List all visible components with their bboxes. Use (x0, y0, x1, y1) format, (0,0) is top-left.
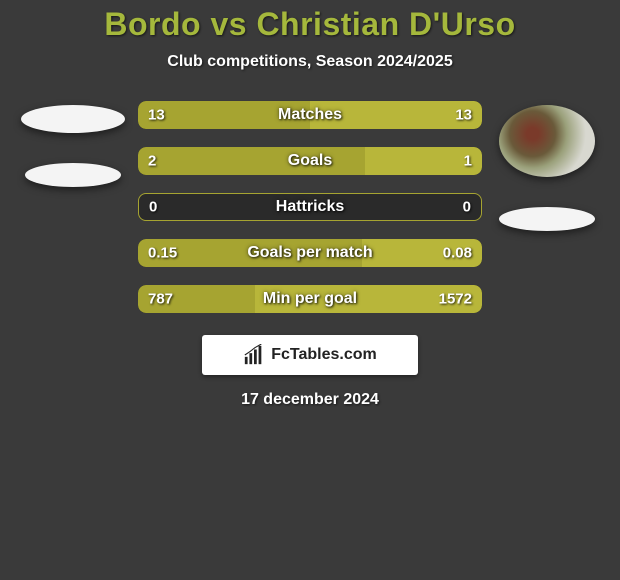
stat-row: 0.15 0.08 Goals per match (138, 239, 482, 267)
stat-label: Goals (288, 152, 332, 170)
right-player-avatar (499, 105, 595, 177)
stat-value-right: 1 (464, 153, 472, 170)
stat-value-right: 1572 (439, 291, 472, 308)
main-row: 13 13 Matches 2 1 Goals 0 0 Hattricks 0.15 0.08 Goa… (0, 101, 620, 313)
date-label: 17 december 2024 (0, 391, 620, 409)
page-title: Bordo vs Christian D'Urso (0, 6, 620, 43)
stat-label: Min per goal (263, 290, 357, 308)
stat-value-left: 0 (149, 199, 157, 216)
stat-value-left: 13 (148, 107, 165, 124)
stat-row: 13 13 Matches (138, 101, 482, 129)
comparison-card: Bordo vs Christian D'Urso Club competiti… (0, 0, 620, 409)
branding-text: FcTables.com (271, 346, 377, 364)
stat-label: Hattricks (276, 198, 344, 216)
right-club-badge (499, 207, 595, 231)
stat-value-left: 0.15 (148, 245, 177, 262)
stat-row: 787 1572 Min per goal (138, 285, 482, 313)
branding-chart-icon (243, 344, 265, 366)
stat-value-right: 0 (463, 199, 471, 216)
stat-bars: 13 13 Matches 2 1 Goals 0 0 Hattricks 0.15 0.08 Goa… (138, 101, 482, 313)
stat-value-right: 0.08 (443, 245, 472, 262)
stat-label: Matches (278, 106, 342, 124)
stat-row: 2 1 Goals (138, 147, 482, 175)
left-club-badge (25, 163, 121, 187)
right-player-column (492, 101, 602, 231)
stat-label: Goals per match (247, 244, 372, 262)
stat-row: 0 0 Hattricks (138, 193, 482, 221)
stat-value-right: 13 (455, 107, 472, 124)
branding-badge: FcTables.com (202, 335, 418, 375)
subtitle: Club competitions, Season 2024/2025 (0, 53, 620, 71)
stat-value-left: 787 (148, 291, 173, 308)
stat-value-left: 2 (148, 153, 156, 170)
left-player-avatar (21, 105, 125, 133)
left-player-column (18, 101, 128, 187)
